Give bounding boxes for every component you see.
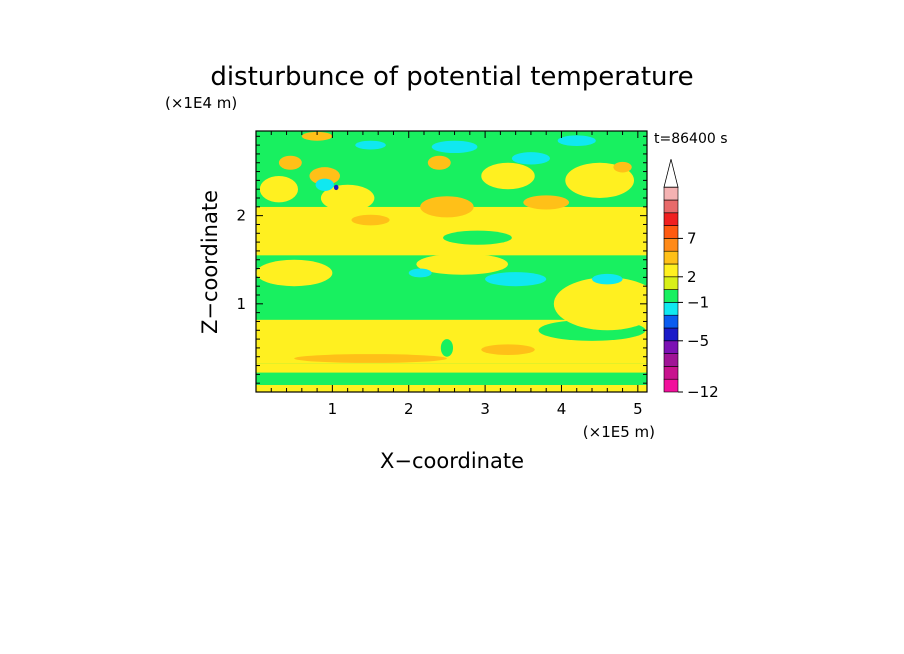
x-tick-label: 5 <box>633 400 643 418</box>
field-blob-7 <box>294 354 447 363</box>
field-blob-32 <box>481 162 535 190</box>
field-blob-25 <box>315 178 334 191</box>
field-blob-22 <box>427 155 451 170</box>
colorbar-label: −5 <box>687 332 709 350</box>
field-blob-35 <box>443 230 512 245</box>
colorbar-segment <box>663 327 679 342</box>
colorbar-segment <box>663 340 679 354</box>
colorbar-segment <box>663 186 679 201</box>
colorbar-segment <box>663 238 679 252</box>
field-blob-20 <box>278 155 302 170</box>
field-blob-16 <box>256 259 333 287</box>
field-blob-24 <box>259 175 299 203</box>
plot-area <box>256 131 647 392</box>
colorbar-segment <box>663 250 679 265</box>
colorbar-segment <box>663 366 679 380</box>
field-blob-15 <box>408 268 432 278</box>
x-tick-label: 2 <box>404 400 414 418</box>
field-blob-12 <box>416 253 509 275</box>
contour-field <box>256 131 647 392</box>
field-blob-9 <box>440 339 454 357</box>
colorbar: −12−5−127 <box>663 159 719 401</box>
colorbar-segment <box>663 225 679 239</box>
colorbar-segment <box>663 378 679 393</box>
y-axis-unit: (×1E4 m) <box>165 94 237 112</box>
field-blob-23 <box>320 184 375 212</box>
colorbar-segment <box>663 212 679 226</box>
x-tick-label: 1 <box>328 400 338 418</box>
chart-title: disturbunce of potential temperature <box>210 62 693 92</box>
y-axis-label: Z−coordinate <box>198 190 222 334</box>
colorbar-label: 2 <box>687 268 697 286</box>
x-tick-label: 4 <box>557 400 567 418</box>
colorbar-label: −1 <box>687 293 709 311</box>
field-blob-29 <box>355 140 386 150</box>
plot-frame <box>255 130 648 393</box>
x-axis-unit: (×1E5 m) <box>583 423 655 441</box>
field-blob-28 <box>557 135 596 146</box>
colorbar-segment <box>663 263 679 278</box>
field-blob-17 <box>420 196 474 218</box>
colorbar-extend-arrow <box>663 159 679 188</box>
colorbar-segment <box>663 314 679 329</box>
colorbar-segment <box>663 276 679 290</box>
field-blob-33 <box>613 161 632 173</box>
colorbar-segment <box>663 199 679 214</box>
field-band-1 <box>256 372 647 385</box>
y-tick-label: 1 <box>236 295 246 313</box>
colorbar-label: 7 <box>687 229 697 247</box>
axis-ticks: 1 2 3 4 5 1 2 <box>236 131 647 418</box>
field-blob-31 <box>565 162 635 199</box>
field-blob-30 <box>333 184 339 191</box>
field-blob-14 <box>592 273 623 285</box>
field-blob-21 <box>309 167 341 185</box>
field-blob-34 <box>301 131 333 141</box>
field-blob-11 <box>553 277 647 331</box>
field-blob-27 <box>511 152 551 165</box>
field-blob-18 <box>523 195 570 210</box>
field-blob-26 <box>431 140 478 154</box>
x-tick-label: 3 <box>480 400 490 418</box>
time-label: t=86400 s <box>654 131 728 147</box>
colorbar-segment <box>663 353 679 367</box>
field-blob-8 <box>481 344 535 355</box>
colorbar-label: −12 <box>687 383 719 401</box>
field-band-0 <box>256 384 647 392</box>
colorbar-segment <box>663 302 679 316</box>
field-blob-13 <box>485 272 547 287</box>
x-axis-label: X−coordinate <box>380 449 524 473</box>
colorbar-segment <box>663 289 679 303</box>
y-tick-label: 2 <box>236 207 246 225</box>
field-band-2 <box>256 363 647 373</box>
field-blob-19 <box>351 214 390 226</box>
